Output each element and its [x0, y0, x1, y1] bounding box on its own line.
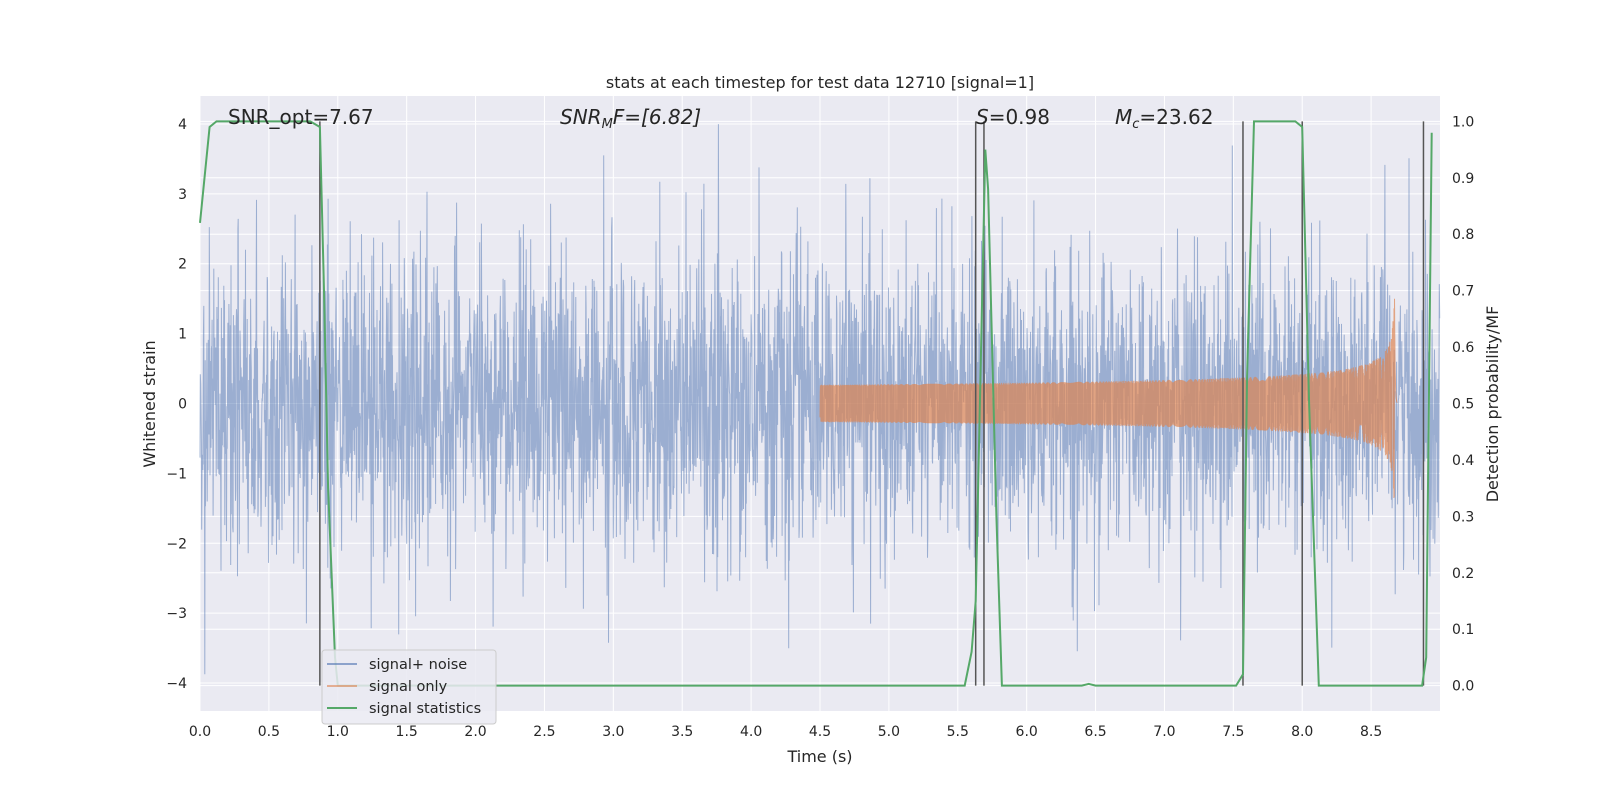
x-tick-label: 2.0: [464, 724, 486, 740]
y-tick-label: 1: [178, 327, 187, 343]
y-tick-label: 4: [178, 117, 187, 133]
snr-mf-subscript: M: [602, 117, 613, 132]
signal-plus-noise-series: [199, 124, 1441, 675]
x-tick-label: 8.5: [1360, 724, 1382, 740]
mc-subscript: c: [1132, 117, 1139, 132]
y2-tick-label: 0.9: [1452, 171, 1474, 187]
y-tick-label: 3: [178, 187, 187, 203]
x-tick-label: 1.0: [327, 724, 349, 740]
x-tick-label: 4.5: [809, 724, 831, 740]
annotation-mc: Mc=23.62: [1115, 105, 1213, 132]
y2-axis-label: Detection probability/MF: [1483, 306, 1502, 503]
y-tick-label: 0: [178, 397, 187, 413]
x-tick-label: 5.5: [947, 724, 969, 740]
x-tick-label: 2.5: [533, 724, 555, 740]
y2-tick-label: 0.2: [1452, 566, 1474, 582]
y2-tick-label: 1.0: [1452, 114, 1474, 130]
y-tick-label: 2: [178, 257, 187, 273]
y2-tick-label: 0.3: [1452, 509, 1474, 525]
x-tick-label: 3.5: [671, 724, 693, 740]
signal-only-line: [819, 298, 1398, 499]
legend-label-signal-plus-noise: signal+ noise: [369, 657, 467, 673]
y2-tick-label: 0.1: [1452, 622, 1474, 638]
snr-mf-name: SNR: [560, 105, 602, 129]
chart-title: stats at each timestep for test data 127…: [606, 73, 1034, 92]
legend-box: [321, 649, 497, 725]
y2-tick-label: 0.0: [1452, 679, 1474, 695]
y2-tick-label: 0.5: [1452, 397, 1474, 413]
mc-value: =23.62: [1139, 105, 1213, 129]
legend: signal+ noise signal only signal statist…: [321, 649, 497, 725]
y2-tick-label: 0.7: [1452, 284, 1474, 300]
y2-tick-label: 0.8: [1452, 227, 1474, 243]
y2-tick-label: 0.4: [1452, 453, 1474, 469]
y-axis-label: Whitened strain: [140, 340, 159, 467]
x-tick-label: 6.0: [1016, 724, 1038, 740]
x-axis-label: Time (s): [786, 747, 852, 766]
mc-name: M: [1115, 105, 1132, 129]
x-tick-label: 3.0: [602, 724, 624, 740]
signal-only-series: [819, 298, 1398, 499]
y-tick-label: −4: [166, 676, 187, 692]
snr-mf-value: F=[6.82]: [613, 105, 701, 129]
x-tick-label: 5.0: [878, 724, 900, 740]
x-tick-label: 8.0: [1291, 724, 1313, 740]
x-tick-labels: 0.0 0.5 1.0 1.5 2.0 2.5 3.0 3.5 4.0 4.5 5.0 5.5 6.0 6…: [189, 724, 1382, 740]
x-tick-label: 6.5: [1084, 724, 1106, 740]
annotation-snr-mf: SNRMF=[6.82]: [560, 105, 701, 132]
s-value: =0.98: [989, 105, 1050, 129]
signal-statistics-series: [199, 120, 1433, 687]
legend-label-signal-only: signal only: [369, 679, 448, 695]
legend-label-signal-statistics: signal statistics: [369, 701, 481, 717]
y-tick-label: −2: [166, 536, 187, 552]
s-name: S: [976, 105, 989, 129]
x-tick-label: 4.0: [740, 724, 762, 740]
x-tick-label: 0.0: [189, 724, 211, 740]
annotation-snr-opt: SNR_opt=7.67: [228, 105, 374, 129]
x-tick-label: 0.5: [258, 724, 280, 740]
y-tick-label: −1: [166, 466, 187, 482]
signal-statistics-line: [199, 120, 1433, 687]
annotation-s: S=0.98: [976, 105, 1050, 129]
y-tick-labels: 4 3 2 1 0 −1 −2 −3 −4: [166, 117, 187, 692]
y2-tick-labels: 1.0 0.9 0.8 0.7 0.6 0.5 0.4 0.3 0.2 0.1 0.0: [1452, 114, 1474, 694]
x-tick-label: 1.5: [396, 724, 418, 740]
x-tick-label: 7.5: [1222, 724, 1244, 740]
x-tick-label: 7.0: [1153, 724, 1175, 740]
y-tick-label: −3: [166, 606, 187, 622]
y2-tick-label: 0.6: [1452, 340, 1474, 356]
signal-plus-noise-line: [199, 124, 1441, 675]
